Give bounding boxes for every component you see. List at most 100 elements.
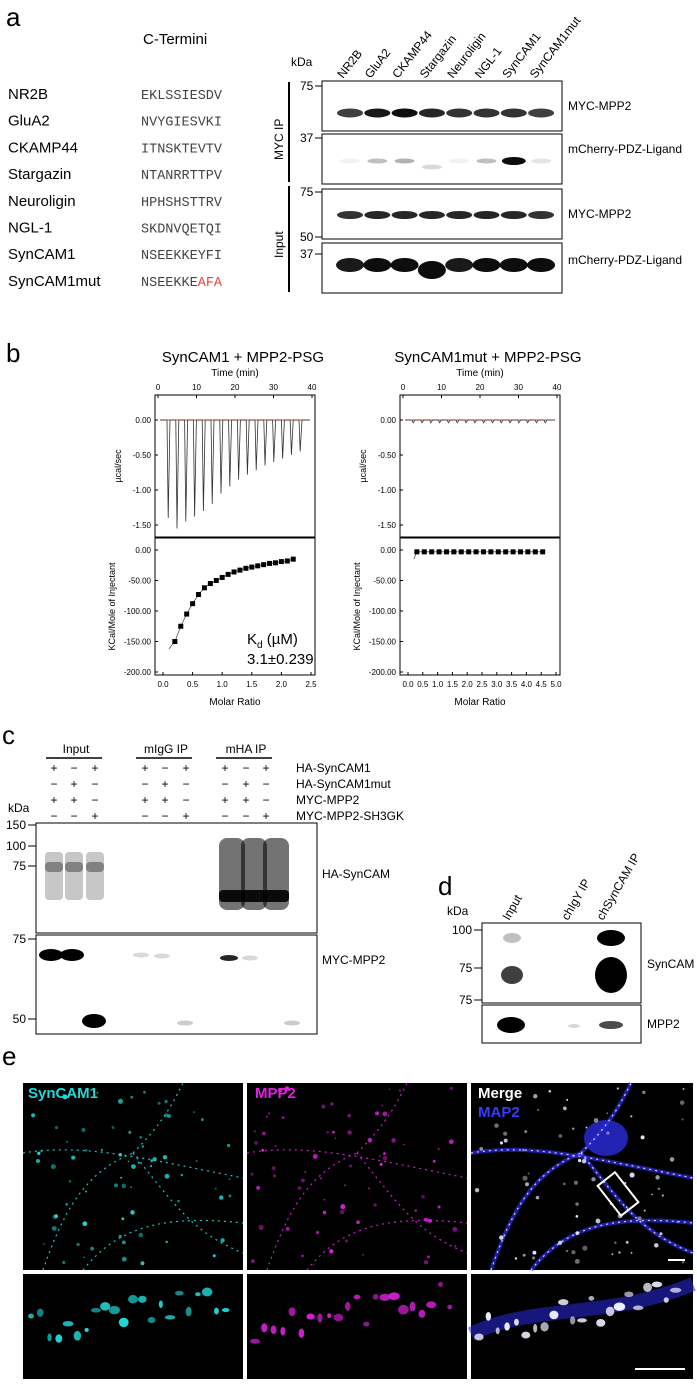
sign: +	[161, 793, 168, 807]
band	[418, 211, 445, 219]
band	[417, 261, 446, 279]
data-point	[443, 549, 449, 555]
blot-c2-label: MYC-MPP2	[322, 953, 386, 967]
molar-tick: 1.5	[246, 680, 258, 689]
sign: −	[182, 793, 189, 807]
data-point	[421, 549, 427, 555]
sign: −	[242, 761, 249, 775]
syncam1-image	[23, 1083, 243, 1270]
data-point	[436, 549, 442, 555]
kcal-tick: 0.00	[380, 546, 396, 555]
band	[527, 258, 556, 272]
band	[446, 108, 473, 118]
time-tick: 20	[231, 383, 240, 392]
kcal-tick: -100.00	[124, 607, 152, 616]
lane-label-d: Input	[499, 892, 525, 923]
panel-b-letter: b	[6, 338, 20, 368]
fit-line	[168, 558, 294, 650]
panel-c-letter: c	[2, 720, 15, 750]
molar-tick: 1.0	[217, 680, 229, 689]
data-point	[503, 549, 509, 555]
sign: −	[182, 777, 189, 791]
sign: −	[262, 777, 269, 791]
data-point	[219, 574, 225, 580]
marker-75-b: 75	[300, 185, 314, 199]
ucal-tick: -0.50	[378, 451, 397, 460]
blot-d1-label: SynCAM	[647, 957, 694, 971]
ucal-tick: -1.50	[133, 521, 152, 530]
sign: +	[141, 793, 148, 807]
data-point	[249, 564, 255, 570]
band	[528, 108, 555, 118]
ucal-tick: 0.00	[135, 416, 151, 425]
band	[476, 158, 497, 164]
sign: +	[221, 793, 228, 807]
kcal-tick: -200.00	[124, 668, 152, 677]
molar-tick: 0.0	[157, 680, 169, 689]
itc-right-title: SynCAM1mut + MPP2-PSG	[394, 349, 581, 366]
data-point	[225, 571, 231, 577]
marker-37-b: 37	[300, 247, 314, 261]
molar-tick: 0.5	[417, 680, 429, 689]
molar-tick: 2.0	[276, 680, 288, 689]
data-point	[278, 559, 284, 565]
ucal-tick: -0.50	[133, 451, 152, 460]
sign: +	[91, 761, 98, 775]
marker-d-100: 100	[452, 923, 472, 937]
blot-a4-label: mCherry-PDZ-Ligand	[568, 253, 682, 267]
data-point	[184, 611, 190, 617]
sign: −	[242, 809, 249, 823]
kd-label: Kd (µM)	[247, 631, 298, 651]
blot-a2	[321, 133, 563, 185]
ip-group-label: mHA IP	[226, 742, 267, 756]
kcal-tick: 0.00	[135, 546, 151, 555]
lane-label: NR2B	[334, 47, 365, 81]
marker-c: 75	[13, 859, 27, 873]
kcal-tick: -200.00	[369, 668, 397, 677]
mpp2-image	[247, 1083, 467, 1270]
kd-value: 3.1±0.239	[247, 651, 314, 668]
marker-c: 75	[13, 932, 27, 946]
data-point	[201, 585, 207, 591]
protein-name: Neuroligin	[8, 193, 76, 210]
marker-d-75b: 75	[459, 993, 473, 1007]
label-mpp2: MPP2	[255, 1085, 296, 1102]
sign: +	[141, 761, 148, 775]
time-tick: 30	[269, 383, 278, 392]
protein-name: CKAMP44	[8, 139, 78, 156]
sign: −	[91, 777, 98, 791]
panel-a-kda: kDa	[291, 55, 313, 69]
molar-axis-label: Molar Ratio	[454, 697, 506, 708]
sign: −	[262, 793, 269, 807]
sign: +	[262, 761, 269, 775]
sign: −	[161, 761, 168, 775]
marker-75-a: 75	[300, 79, 314, 93]
data-point	[517, 549, 523, 555]
thermogram-trace	[405, 419, 555, 424]
panel-d-kda: kDa	[447, 904, 469, 918]
molar-tick: 2.0	[462, 680, 474, 689]
data-point	[429, 549, 435, 555]
band	[473, 211, 500, 219]
panel-c-kda: kDa	[8, 801, 30, 815]
band	[497, 1017, 525, 1033]
data-point	[255, 563, 261, 569]
band	[60, 949, 84, 961]
band	[599, 1021, 623, 1029]
sign: −	[91, 793, 98, 807]
blot-d2-label: MPP2	[647, 1017, 680, 1031]
sign: −	[161, 809, 168, 823]
time-tick: 30	[514, 383, 523, 392]
band	[394, 158, 415, 164]
band	[337, 211, 363, 219]
data-point	[284, 558, 290, 564]
label-map2: MAP2	[478, 1104, 520, 1121]
label-syncam1: SynCAM1	[28, 1085, 98, 1102]
lane-label-d: chIgY IP	[558, 876, 593, 922]
data-point	[213, 578, 219, 583]
marker-50-b: 50	[300, 230, 314, 244]
marker-c: 50	[13, 1012, 27, 1026]
data-point	[190, 601, 196, 607]
band	[340, 158, 360, 164]
marker-c: 150	[6, 818, 26, 832]
